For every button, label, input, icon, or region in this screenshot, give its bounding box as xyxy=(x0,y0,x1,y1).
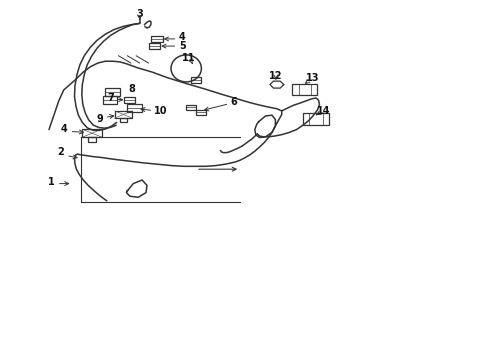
Bar xyxy=(127,104,142,112)
Text: 10: 10 xyxy=(154,106,168,116)
Text: 5: 5 xyxy=(179,41,186,51)
Text: 9: 9 xyxy=(96,114,103,124)
Text: 12: 12 xyxy=(269,71,282,81)
Bar xyxy=(196,110,206,115)
Text: 8: 8 xyxy=(128,84,135,94)
Bar xyxy=(105,88,120,96)
Text: 14: 14 xyxy=(317,106,330,116)
Text: 4: 4 xyxy=(179,32,186,42)
Bar xyxy=(293,84,317,95)
Text: 3: 3 xyxy=(136,9,143,19)
Bar xyxy=(303,113,329,125)
Bar xyxy=(103,96,117,104)
Bar xyxy=(88,137,97,142)
Text: 13: 13 xyxy=(306,73,319,84)
Bar xyxy=(149,43,160,49)
Bar xyxy=(186,105,196,110)
Text: 7: 7 xyxy=(107,93,114,103)
Bar xyxy=(82,129,102,137)
Bar xyxy=(191,77,201,82)
Text: 6: 6 xyxy=(230,96,237,107)
Bar xyxy=(124,97,135,103)
Bar xyxy=(115,111,132,118)
Text: 4: 4 xyxy=(61,124,68,134)
Bar xyxy=(120,118,127,122)
Bar xyxy=(150,36,163,42)
Text: 11: 11 xyxy=(182,53,196,63)
Text: 2: 2 xyxy=(57,147,64,157)
Text: 1: 1 xyxy=(48,177,55,187)
